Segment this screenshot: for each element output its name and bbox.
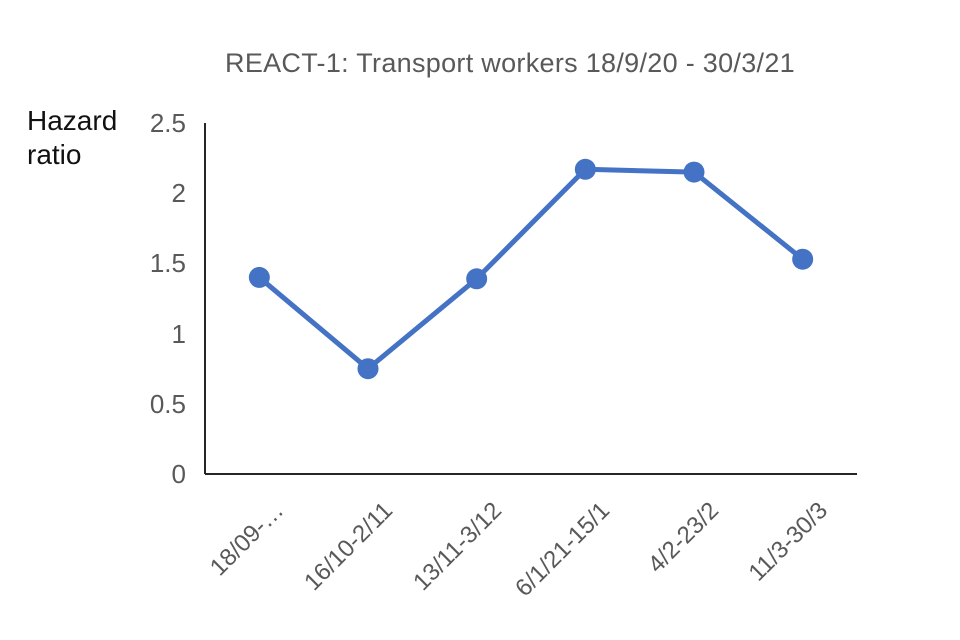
data-point-4 [683, 161, 705, 183]
data-point-0 [248, 266, 270, 288]
series-line [256, 166, 806, 372]
y-axis-title: Hazard ratio [27, 105, 118, 170]
y-tick-label: 1.5 [149, 248, 186, 279]
chart-title: REACT-1: Transport workers 18/9/20 - 30/… [225, 48, 795, 78]
y-tick-label: 1 [171, 318, 186, 349]
y-tick-label: 2.5 [149, 108, 186, 138]
data-point-2 [466, 268, 488, 290]
data-point-5 [792, 248, 814, 270]
y-tick-label: 2 [171, 178, 186, 209]
y-tick-label: 0 [171, 459, 186, 489]
data-point-1 [357, 358, 379, 380]
data-point-3 [574, 158, 596, 180]
y-tick-label: 0.5 [149, 388, 186, 419]
